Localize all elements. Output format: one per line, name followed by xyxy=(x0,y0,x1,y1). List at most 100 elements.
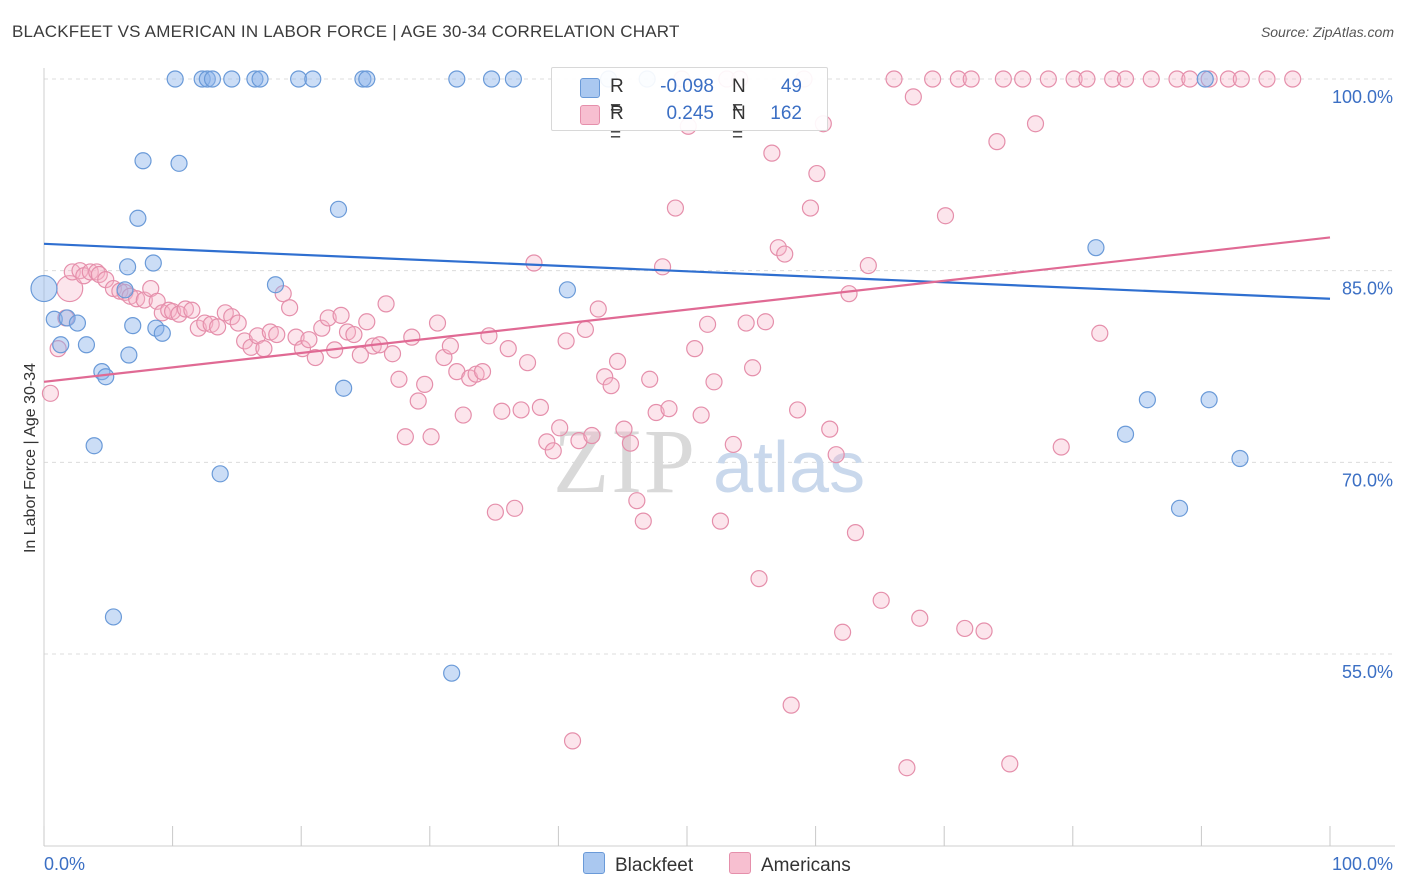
americans-point xyxy=(956,619,974,638)
y-tick-label: 55.0% xyxy=(1342,662,1393,682)
americans-point xyxy=(1168,70,1186,88)
americans-point xyxy=(486,503,504,521)
americans-point xyxy=(403,328,421,346)
blackfeet-point xyxy=(448,70,466,88)
americans-point xyxy=(41,384,60,402)
americans-point xyxy=(176,300,195,318)
blackfeet-point xyxy=(358,70,376,88)
blackfeet-point xyxy=(129,209,147,227)
blackfeet-point xyxy=(211,465,229,483)
blackfeet-point xyxy=(30,274,58,303)
americans-point xyxy=(1065,70,1083,88)
blackfeet-point xyxy=(85,437,103,455)
americans-point xyxy=(647,403,665,422)
americans-point xyxy=(531,398,549,416)
blackfeet-point xyxy=(335,379,353,397)
blackfeet-point xyxy=(482,70,501,88)
americans-point xyxy=(769,239,787,257)
legend-swatch-americans xyxy=(729,852,751,874)
blackfeet-point xyxy=(329,200,348,218)
blackfeet-point xyxy=(104,608,123,626)
americans-point xyxy=(563,732,582,750)
americans-point xyxy=(196,314,214,332)
legend-n-value: 49 xyxy=(780,76,802,97)
legend-n-label: N = xyxy=(732,76,746,119)
legend-r-value: -0.098 xyxy=(660,76,714,97)
blackfeet-point xyxy=(118,258,137,276)
americans-point xyxy=(544,442,562,460)
americans-point xyxy=(776,245,794,263)
legend-n-value: 162 xyxy=(770,103,802,124)
americans-point xyxy=(1052,438,1070,456)
americans-point xyxy=(1039,70,1057,88)
legend-r-label: R = xyxy=(610,76,624,119)
blackfeet-point xyxy=(1116,425,1135,443)
americans-point xyxy=(724,435,742,454)
americans-point xyxy=(698,315,717,333)
americans-point xyxy=(621,434,640,452)
trendline-blackfeet xyxy=(43,242,1331,300)
americans-point xyxy=(653,258,672,276)
americans-point xyxy=(576,320,595,339)
americans-point xyxy=(788,401,807,419)
y-axis-label: In Labor Force | Age 30-34 xyxy=(22,363,39,553)
blackfeet-point xyxy=(1087,239,1105,257)
legend-item-americans[interactable]: Americans xyxy=(729,852,851,877)
americans-point xyxy=(416,375,434,393)
americans-point xyxy=(313,319,331,337)
americans-point xyxy=(962,70,980,88)
y-tick-label: 85.0% xyxy=(1342,279,1393,299)
blackfeet-point xyxy=(290,70,308,88)
trendline-americans xyxy=(43,236,1331,383)
blackfeet-point xyxy=(304,70,322,88)
americans-point xyxy=(737,314,755,332)
americans-point xyxy=(608,352,627,370)
americans-point xyxy=(924,70,942,88)
americans-point xyxy=(1116,70,1135,88)
americans-point xyxy=(1284,70,1302,88)
blackfeet-point xyxy=(203,70,222,88)
axes xyxy=(43,68,1395,847)
americans-point xyxy=(596,368,614,386)
blackfeet-point xyxy=(52,336,70,354)
americans-point xyxy=(756,313,775,331)
blackfeet-point xyxy=(558,281,577,299)
americans-point xyxy=(538,433,556,451)
blackfeet-point xyxy=(77,336,96,354)
americans-point xyxy=(441,337,459,355)
americans-point xyxy=(634,512,652,530)
americans-point xyxy=(686,340,704,358)
blackfeet-point xyxy=(246,70,264,88)
blackfeet-point xyxy=(223,70,241,88)
blackfeet-point xyxy=(58,309,76,327)
americans-point xyxy=(377,295,395,313)
americans-point xyxy=(1104,70,1122,88)
americans-point xyxy=(268,325,286,344)
americans-point xyxy=(390,370,408,388)
americans-point xyxy=(1001,755,1019,773)
americans-point xyxy=(396,428,414,446)
americans-point xyxy=(499,340,517,358)
americans-point xyxy=(628,492,646,510)
americans-point xyxy=(949,70,967,88)
blackfeet-point xyxy=(443,664,461,682)
blackfeet-point xyxy=(144,254,162,272)
americans-point xyxy=(332,306,350,324)
watermark-zip: ZIP xyxy=(553,410,697,512)
correlation-legend: R = -0.098 N = 49 R = 0.245 N = 162 xyxy=(551,67,828,146)
americans-point xyxy=(255,340,273,358)
americans-point xyxy=(801,199,820,217)
americans-point xyxy=(319,309,337,327)
americans-point xyxy=(422,428,440,446)
americans-point xyxy=(473,363,492,381)
americans-point xyxy=(821,420,839,438)
americans-point xyxy=(1078,70,1096,88)
americans-point xyxy=(840,285,858,303)
legend-item-blackfeet[interactable]: Blackfeet xyxy=(583,852,693,877)
y-tick-label: 70.0% xyxy=(1342,470,1393,490)
americans-point xyxy=(988,133,1006,151)
watermark-atlas: atlas xyxy=(713,428,865,508)
blackfeet-point xyxy=(1231,449,1249,468)
americans-point xyxy=(763,144,781,162)
